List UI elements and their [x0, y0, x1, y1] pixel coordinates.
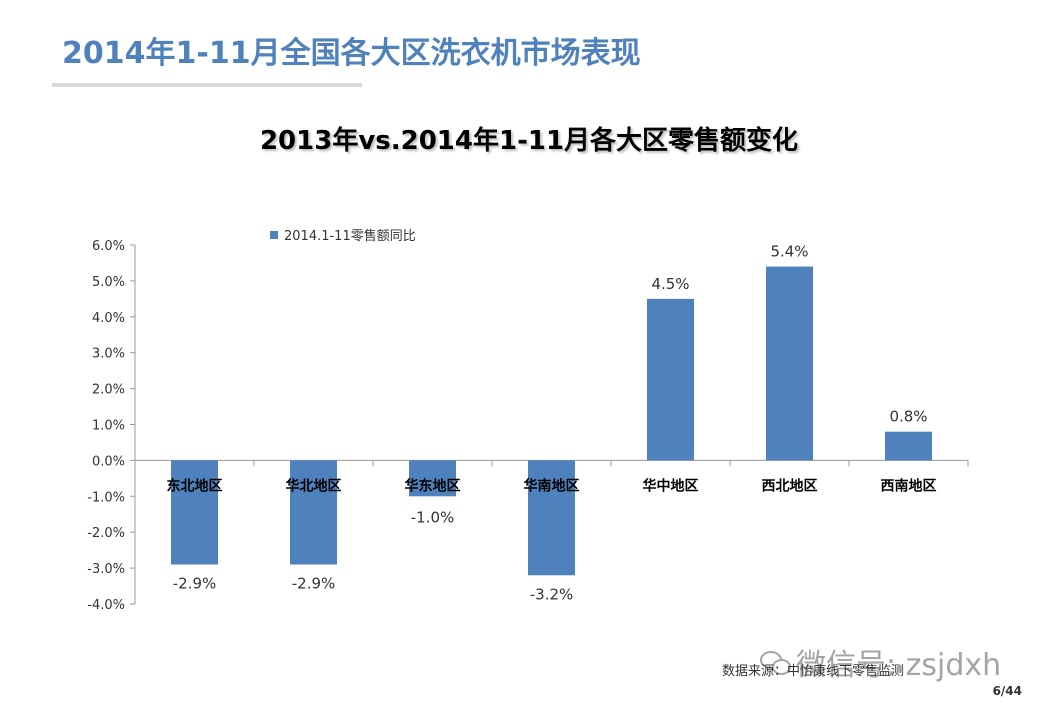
category-label: 华东地区 [405, 477, 461, 494]
category-label: 东北地区 [167, 477, 223, 494]
bar-4 [647, 298, 694, 461]
category-label: 西南地区 [881, 477, 937, 494]
y-tick-label: -2.0% [87, 526, 125, 541]
y-tick-label: 3.0% [92, 347, 125, 362]
data-label: 5.4% [770, 243, 808, 261]
bar-3 [528, 460, 575, 576]
data-label: -1.0% [411, 508, 455, 526]
y-tick-label: 2.0% [92, 383, 125, 398]
y-tick-label: -1.0% [87, 490, 125, 505]
data-label: -2.9% [173, 575, 217, 593]
category-label: 华中地区 [643, 477, 699, 494]
data-label: -3.2% [530, 585, 574, 603]
data-label: -2.9% [292, 575, 336, 593]
category-label: 华南地区 [524, 477, 580, 494]
chart-legend: 2014.1-11零售额同比 [270, 225, 416, 244]
y-tick-label: 1.0% [92, 419, 125, 434]
y-tick-label: -4.0% [87, 598, 125, 613]
category-label: 华北地区 [286, 477, 342, 494]
y-tick-label: 4.0% [92, 311, 125, 326]
bar-2 [409, 460, 456, 497]
y-tick-label: 0.0% [92, 454, 125, 469]
wechat-icon [760, 649, 791, 675]
bar-0 [171, 460, 218, 565]
wechat-watermark: 微信号: zsjdxh [760, 640, 1001, 684]
bar-6 [885, 431, 932, 461]
bar-1 [290, 460, 337, 565]
bar-5 [766, 266, 813, 461]
y-tick-label: 5.0% [92, 275, 125, 290]
category-label: 西北地区 [762, 477, 818, 494]
legend-label: 2014.1-11零售额同比 [284, 229, 416, 244]
page-number: 6/44 [992, 684, 1022, 698]
slide-title: 2014年1-11月全国各大区洗衣机市场表现 [62, 36, 641, 71]
watermark-text: 微信号: zsjdxh [796, 648, 1002, 683]
data-source-note: 数据来源：中怡康线下零售监测 [722, 664, 905, 679]
chart-title: 2013年vs.2014年1-11月各大区零售额变化 [259, 126, 799, 156]
legend-swatch [270, 230, 278, 239]
y-tick-label: -3.0% [87, 562, 125, 577]
data-label: 0.8% [889, 408, 927, 426]
data-label: 4.5% [651, 275, 689, 293]
title-underline [52, 83, 362, 87]
y-tick-label: 6.0% [92, 239, 125, 254]
